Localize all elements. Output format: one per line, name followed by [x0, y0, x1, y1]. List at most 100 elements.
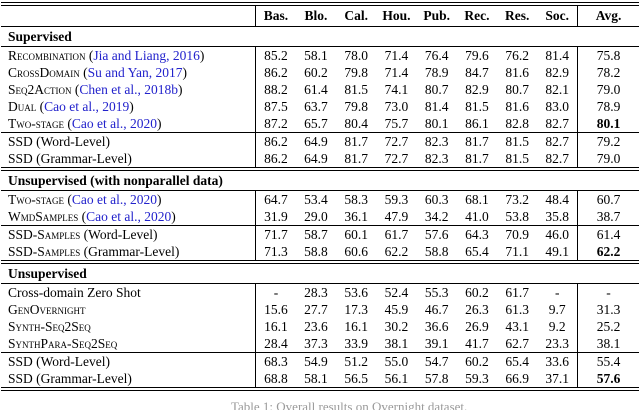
table-row: SSD-Samples (Word-Level) 71.7 58.7 60.1 61.7… [1, 225, 639, 243]
value-cell: 86.1 [465, 116, 489, 131]
value-cell: 82.8 [505, 116, 530, 131]
value-cell: 45.9 [384, 302, 409, 317]
citation-link[interactable]: Cao et al., 2020 [71, 116, 157, 131]
value-cell: 60.1 [336, 225, 377, 243]
value-cell: 87.5 [255, 98, 296, 115]
avg-cell: 79.2 [577, 132, 639, 150]
value-cell: 81.7 [456, 132, 498, 150]
value-cell: 72.7 [384, 151, 409, 166]
table-row: SSD (Grammar-Level) 86.2 64.9 81.7 72.7 82.3 8… [1, 150, 639, 169]
table-row: SynthPara-Seq2Seq 28.4 37.3 33.9 38.1 39.1 41.… [1, 335, 639, 353]
value-cell: 53.4 [304, 192, 328, 207]
value-cell: 82.9 [545, 65, 570, 80]
method-cell: SynthPara-Seq2Seq [1, 335, 256, 353]
column-header-avg: Avg. [577, 2, 639, 27]
table-row: CrossDomain (Su and Yan, 2017) 86.2 60.2 79… [1, 64, 639, 81]
value-cell: 81.7 [344, 151, 369, 166]
value-cell: 51.2 [336, 352, 377, 370]
value-cell: 56.5 [336, 370, 377, 391]
value-cell: 38.1 [384, 336, 409, 351]
value-cell: 79.6 [465, 48, 489, 63]
value-cell: 82.1 [545, 82, 570, 97]
column-header-rec: Rec. [456, 2, 498, 27]
value-cell: 79.8 [344, 99, 369, 114]
header-row: Bas. Blo. Cal. Hou. Pub. Rec. Res. Soc. Avg. [1, 2, 639, 27]
column-header-soc: Soc. [537, 2, 578, 27]
value-cell: 53.6 [344, 285, 369, 300]
value-cell: 68.8 [255, 370, 296, 391]
value-cell: 58.1 [304, 48, 328, 63]
value-cell: 33.6 [537, 352, 578, 370]
table-row: Recombination (Jia and Liang, 2016) 85.2 5… [1, 46, 639, 64]
value-cell: 81.6 [505, 99, 530, 114]
avg-cell: 31.3 [577, 301, 639, 318]
value-cell: 58.8 [424, 244, 449, 259]
value-cell: 75.7 [384, 116, 409, 131]
value-cell: 59.3 [384, 192, 409, 207]
value-cell: 65.4 [465, 244, 489, 259]
citation-link[interactable]: Su and Yan, 2017 [87, 65, 183, 80]
method-cell: CrossDomain (Su and Yan, 2017) [8, 65, 188, 80]
value-cell: 16.1 [255, 318, 296, 335]
value-cell: 60.2 [304, 65, 328, 80]
results-table: Bas. Blo. Cal. Hou. Pub. Rec. Res. Soc. Avg. Sup… [1, 2, 639, 391]
avg-cell: 60.7 [577, 190, 639, 208]
table-body: Supervised Recombination (Jia and Liang, … [1, 26, 639, 391]
value-cell: 57.8 [416, 370, 457, 391]
value-cell: 80.7 [424, 82, 449, 97]
method-column-header [1, 2, 256, 27]
value-cell: 65.4 [497, 352, 538, 370]
value-cell: 82.3 [424, 151, 449, 166]
method-name: Seq2Action [8, 82, 72, 97]
citation-link[interactable]: Chen et al., 2018b [79, 82, 178, 97]
method-cell: Dual (Cao et al., 2019) [8, 99, 134, 114]
value-cell: 82.9 [465, 82, 489, 97]
avg-cell: 78.9 [577, 98, 639, 115]
table-row: SSD (Grammar-Level) 68.8 58.1 56.5 56.1 57.8 5… [1, 370, 639, 391]
value-cell: 64.9 [295, 132, 337, 150]
citation-link[interactable]: Cao et al., 2019 [44, 99, 130, 114]
table-row: Seq2Action (Chen et al., 2018b) 88.2 61.4 8… [1, 81, 639, 98]
value-cell: 64.9 [304, 151, 328, 166]
value-cell: 54.7 [416, 352, 457, 370]
method-cell: GenOvernight [1, 301, 256, 318]
method-name: Dual [8, 99, 37, 114]
value-cell: 86.2 [255, 64, 296, 81]
value-cell: 55.3 [424, 285, 449, 300]
value-cell: 35.8 [545, 209, 570, 224]
value-cell: 62.7 [505, 336, 530, 351]
value-cell: 60.6 [344, 244, 369, 259]
value-cell: 15.6 [255, 301, 296, 318]
method-name: WmdSamples [8, 209, 79, 224]
value-cell: 27.7 [304, 302, 328, 317]
value-cell: 54.9 [295, 352, 337, 370]
value-cell: 80.4 [344, 116, 369, 131]
value-cell: 60.2 [465, 285, 489, 300]
value-cell: 58.1 [295, 370, 337, 391]
value-cell: 71.3 [255, 243, 296, 262]
section-header: Unsupervised (with nonparallel data) [1, 167, 639, 191]
citation-link[interactable]: Cao et al., 2020 [86, 209, 172, 224]
value-cell: 34.2 [424, 209, 449, 224]
value-cell: 28.3 [304, 285, 328, 300]
method-name: Recombination [8, 48, 86, 63]
citation-link[interactable]: Jia and Liang, 2016 [93, 48, 200, 63]
avg-cell: - [577, 283, 639, 301]
value-cell: 30.2 [384, 319, 409, 334]
value-cell: 47.9 [384, 209, 409, 224]
value-cell: 28.4 [255, 335, 296, 353]
value-cell: 76.2 [505, 48, 530, 63]
value-cell: 55.0 [376, 352, 417, 370]
value-cell: 64.3 [456, 225, 498, 243]
column-header-cal: Cal. [336, 2, 377, 27]
method-cell: Two-stage (Cao et al., 2020) [8, 116, 162, 131]
value-cell: 71.4 [384, 65, 409, 80]
value-cell: 41.0 [465, 209, 489, 224]
table-row: WmdSamples (Cao et al., 2020) 31.9 29.0 36.… [1, 208, 639, 226]
value-cell: 36.1 [344, 209, 369, 224]
value-cell: 81.5 [344, 82, 369, 97]
citation-link[interactable]: Cao et al., 2020 [71, 192, 157, 207]
value-cell: 76.4 [424, 48, 449, 63]
value-cell: 58.3 [344, 192, 369, 207]
method-cell: WmdSamples (Cao et al., 2020) [8, 209, 176, 224]
